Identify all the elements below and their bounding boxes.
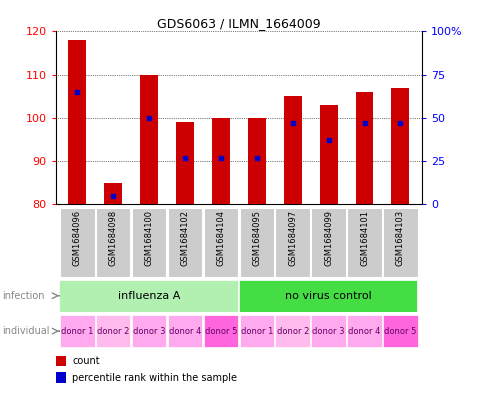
Text: percentile rank within the sample: percentile rank within the sample <box>72 373 237 383</box>
Bar <box>319 105 337 204</box>
Text: no virus control: no virus control <box>285 291 371 301</box>
Text: GSM1684099: GSM1684099 <box>323 210 333 266</box>
Bar <box>382 315 417 347</box>
Bar <box>275 208 309 277</box>
Bar <box>275 315 309 347</box>
Bar <box>203 315 238 347</box>
Text: donor 4: donor 4 <box>348 327 380 336</box>
Text: donor 1: donor 1 <box>240 327 272 336</box>
Text: donor 1: donor 1 <box>61 327 93 336</box>
Text: GSM1684097: GSM1684097 <box>287 210 297 266</box>
Text: count: count <box>72 356 100 366</box>
Bar <box>239 315 273 347</box>
Bar <box>104 183 122 204</box>
Bar <box>59 280 237 312</box>
Bar <box>132 208 166 277</box>
Text: infection: infection <box>2 291 45 301</box>
Text: influenza A: influenza A <box>118 291 180 301</box>
Bar <box>60 315 94 347</box>
Bar <box>247 118 265 204</box>
Bar <box>283 96 301 204</box>
Text: donor 2: donor 2 <box>276 327 308 336</box>
Bar <box>140 75 158 204</box>
Bar <box>203 208 238 277</box>
Text: donor 5: donor 5 <box>204 327 237 336</box>
Bar <box>167 315 202 347</box>
Bar <box>391 88 408 204</box>
Text: donor 4: donor 4 <box>168 327 201 336</box>
Bar <box>60 208 94 277</box>
Bar <box>132 315 166 347</box>
Bar <box>212 118 229 204</box>
Text: GSM1684104: GSM1684104 <box>216 210 225 266</box>
Bar <box>96 315 130 347</box>
Bar <box>238 280 416 312</box>
Text: GSM1684095: GSM1684095 <box>252 210 261 266</box>
Text: GSM1684096: GSM1684096 <box>73 210 82 266</box>
Bar <box>311 208 345 277</box>
Bar <box>355 92 373 204</box>
Bar <box>68 40 86 204</box>
Bar <box>347 208 381 277</box>
Bar <box>239 208 273 277</box>
Text: GSM1684098: GSM1684098 <box>108 210 118 266</box>
Bar <box>347 315 381 347</box>
Bar <box>167 208 202 277</box>
Text: donor 5: donor 5 <box>383 327 416 336</box>
Bar <box>311 315 345 347</box>
Text: GSM1684103: GSM1684103 <box>395 210 404 266</box>
Bar <box>56 356 66 366</box>
Bar <box>382 208 417 277</box>
Text: GSM1684102: GSM1684102 <box>180 210 189 266</box>
Bar <box>176 122 194 204</box>
Text: donor 3: donor 3 <box>312 327 344 336</box>
Bar <box>96 208 130 277</box>
Text: donor 2: donor 2 <box>97 327 129 336</box>
Title: GDS6063 / ILMN_1664009: GDS6063 / ILMN_1664009 <box>157 17 320 30</box>
Text: GSM1684100: GSM1684100 <box>144 210 153 266</box>
Bar <box>56 373 66 383</box>
Text: individual: individual <box>2 326 50 336</box>
Text: GSM1684101: GSM1684101 <box>359 210 368 266</box>
Text: donor 3: donor 3 <box>133 327 165 336</box>
